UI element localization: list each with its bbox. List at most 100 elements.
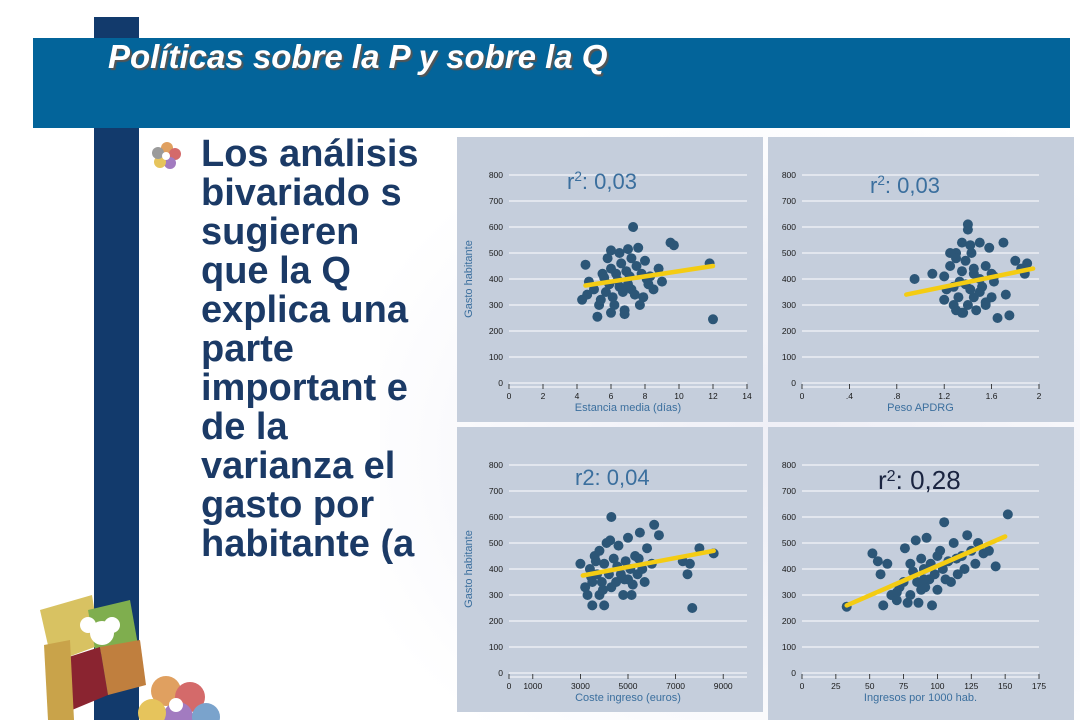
x-tick-label: 175 bbox=[1032, 681, 1046, 691]
data-point bbox=[909, 274, 920, 284]
data-point bbox=[587, 600, 598, 611]
r2-annotation: r2: 0,03 bbox=[567, 169, 637, 194]
data-point bbox=[956, 266, 967, 277]
data-point bbox=[932, 584, 943, 595]
data-point bbox=[921, 532, 932, 543]
data-point bbox=[616, 258, 627, 269]
data-point bbox=[990, 561, 1001, 572]
data-point bbox=[623, 244, 633, 255]
x-axis-label: Estancia media (días) bbox=[575, 402, 681, 414]
x-tick-label: 8 bbox=[643, 391, 648, 401]
data-point bbox=[639, 577, 650, 587]
slide-title: Políticas sobre la P y sobre la Q bbox=[108, 38, 608, 75]
flower-bullet-icon bbox=[152, 142, 181, 169]
data-point bbox=[595, 294, 606, 305]
puzzle-decoration bbox=[40, 595, 220, 720]
x-tick-label: 4 bbox=[575, 391, 580, 401]
y-tick-label: 500 bbox=[489, 538, 503, 548]
x-tick-label: 125 bbox=[964, 681, 978, 691]
data-point bbox=[682, 569, 693, 580]
y-tick-label: 600 bbox=[782, 512, 796, 522]
data-point bbox=[983, 545, 994, 556]
y-tick-label: 300 bbox=[489, 300, 503, 310]
data-point bbox=[962, 224, 973, 235]
data-point bbox=[606, 245, 616, 256]
data-point bbox=[620, 556, 631, 567]
data-point bbox=[638, 292, 649, 303]
data-point bbox=[918, 574, 929, 585]
scatter-panel-estancia: 0 100 200 300 400 500 600 700 800 0 2 4 6 8 10 12 14 Esta… bbox=[457, 137, 763, 422]
data-point bbox=[945, 577, 956, 587]
data-point bbox=[653, 530, 664, 541]
y-axis-label: Gasto habitante bbox=[463, 530, 475, 608]
data-point bbox=[642, 543, 653, 554]
data-point bbox=[1002, 509, 1013, 520]
data-point bbox=[631, 261, 642, 271]
data-point bbox=[598, 584, 609, 595]
scatter-panel-coste: 0 100 200 300 400 500 600 700 800 0 1000 3000 5000 70… bbox=[457, 427, 763, 712]
y-tick-label: 300 bbox=[782, 590, 796, 600]
header-band bbox=[33, 38, 1070, 128]
x-tick-label: 9000 bbox=[714, 681, 733, 691]
x-tick-label: 2 bbox=[541, 391, 546, 401]
y-tick-label: 500 bbox=[782, 538, 796, 548]
data-point bbox=[608, 553, 619, 564]
data-point bbox=[905, 558, 916, 569]
data-point bbox=[939, 294, 950, 305]
data-point bbox=[640, 255, 650, 266]
y-tick-label: 800 bbox=[782, 170, 796, 180]
y-tick-label: 400 bbox=[782, 274, 796, 284]
y-tick-label: 200 bbox=[782, 616, 796, 626]
x-axis-label: Peso APDRG bbox=[887, 402, 954, 414]
data-point bbox=[959, 564, 970, 574]
x-tick-label: 1000 bbox=[523, 681, 542, 691]
x-tick-label: 100 bbox=[930, 681, 944, 691]
scatter-chart-coste: 0 100 200 300 400 500 600 700 800 0 1000 3000 5000 70… bbox=[463, 460, 747, 704]
data-point bbox=[1022, 258, 1033, 269]
data-point bbox=[945, 248, 956, 258]
scatter-chart-ingresos: 0 100 200 300 400 500 600 700 800 0 25 50 75 100 125 15… bbox=[782, 460, 1047, 704]
x-tick-label: 150 bbox=[998, 681, 1012, 691]
data-point bbox=[956, 307, 967, 318]
x-tick-label: 0 bbox=[800, 681, 805, 691]
data-point bbox=[910, 535, 921, 546]
data-point bbox=[590, 556, 601, 567]
data-point bbox=[939, 271, 950, 282]
data-point bbox=[984, 242, 995, 253]
data-point bbox=[929, 569, 940, 580]
y-tick-label: 200 bbox=[489, 326, 503, 336]
data-point bbox=[899, 543, 910, 554]
x-tick-label: 25 bbox=[831, 681, 841, 691]
y-tick-label: 400 bbox=[782, 564, 796, 574]
data-point bbox=[653, 263, 664, 274]
data-point bbox=[657, 276, 667, 287]
data-point bbox=[902, 597, 913, 608]
data-point bbox=[599, 558, 610, 569]
x-tick-label: 1.6 bbox=[986, 391, 998, 401]
x-tick-label: 0 bbox=[507, 391, 512, 401]
scatter-chart-estancia: 0 100 200 300 400 500 600 700 800 0 2 4 6 8 10 12 14 Esta… bbox=[463, 169, 752, 414]
data-point bbox=[968, 263, 979, 274]
data-point bbox=[619, 309, 630, 320]
sidebar-bar bbox=[94, 17, 139, 720]
y-tick-label: 0 bbox=[791, 378, 796, 388]
data-point bbox=[920, 582, 931, 593]
x-tick-label: 75 bbox=[899, 681, 909, 691]
data-point bbox=[966, 248, 977, 258]
data-point bbox=[609, 300, 620, 310]
y-tick-label: 700 bbox=[782, 486, 796, 496]
y-tick-label: 0 bbox=[791, 668, 796, 678]
y-tick-label: 200 bbox=[489, 616, 503, 626]
data-point bbox=[913, 597, 924, 608]
data-point bbox=[962, 300, 973, 310]
x-tick-label: 50 bbox=[865, 681, 875, 691]
data-point bbox=[623, 532, 633, 543]
data-point bbox=[606, 512, 617, 522]
data-point bbox=[607, 292, 618, 303]
data-point bbox=[971, 305, 982, 316]
data-point bbox=[575, 558, 586, 569]
r2-annotation: r2: 0,03 bbox=[870, 173, 940, 198]
data-point bbox=[634, 300, 645, 310]
data-point bbox=[952, 569, 963, 580]
data-point bbox=[970, 558, 981, 569]
